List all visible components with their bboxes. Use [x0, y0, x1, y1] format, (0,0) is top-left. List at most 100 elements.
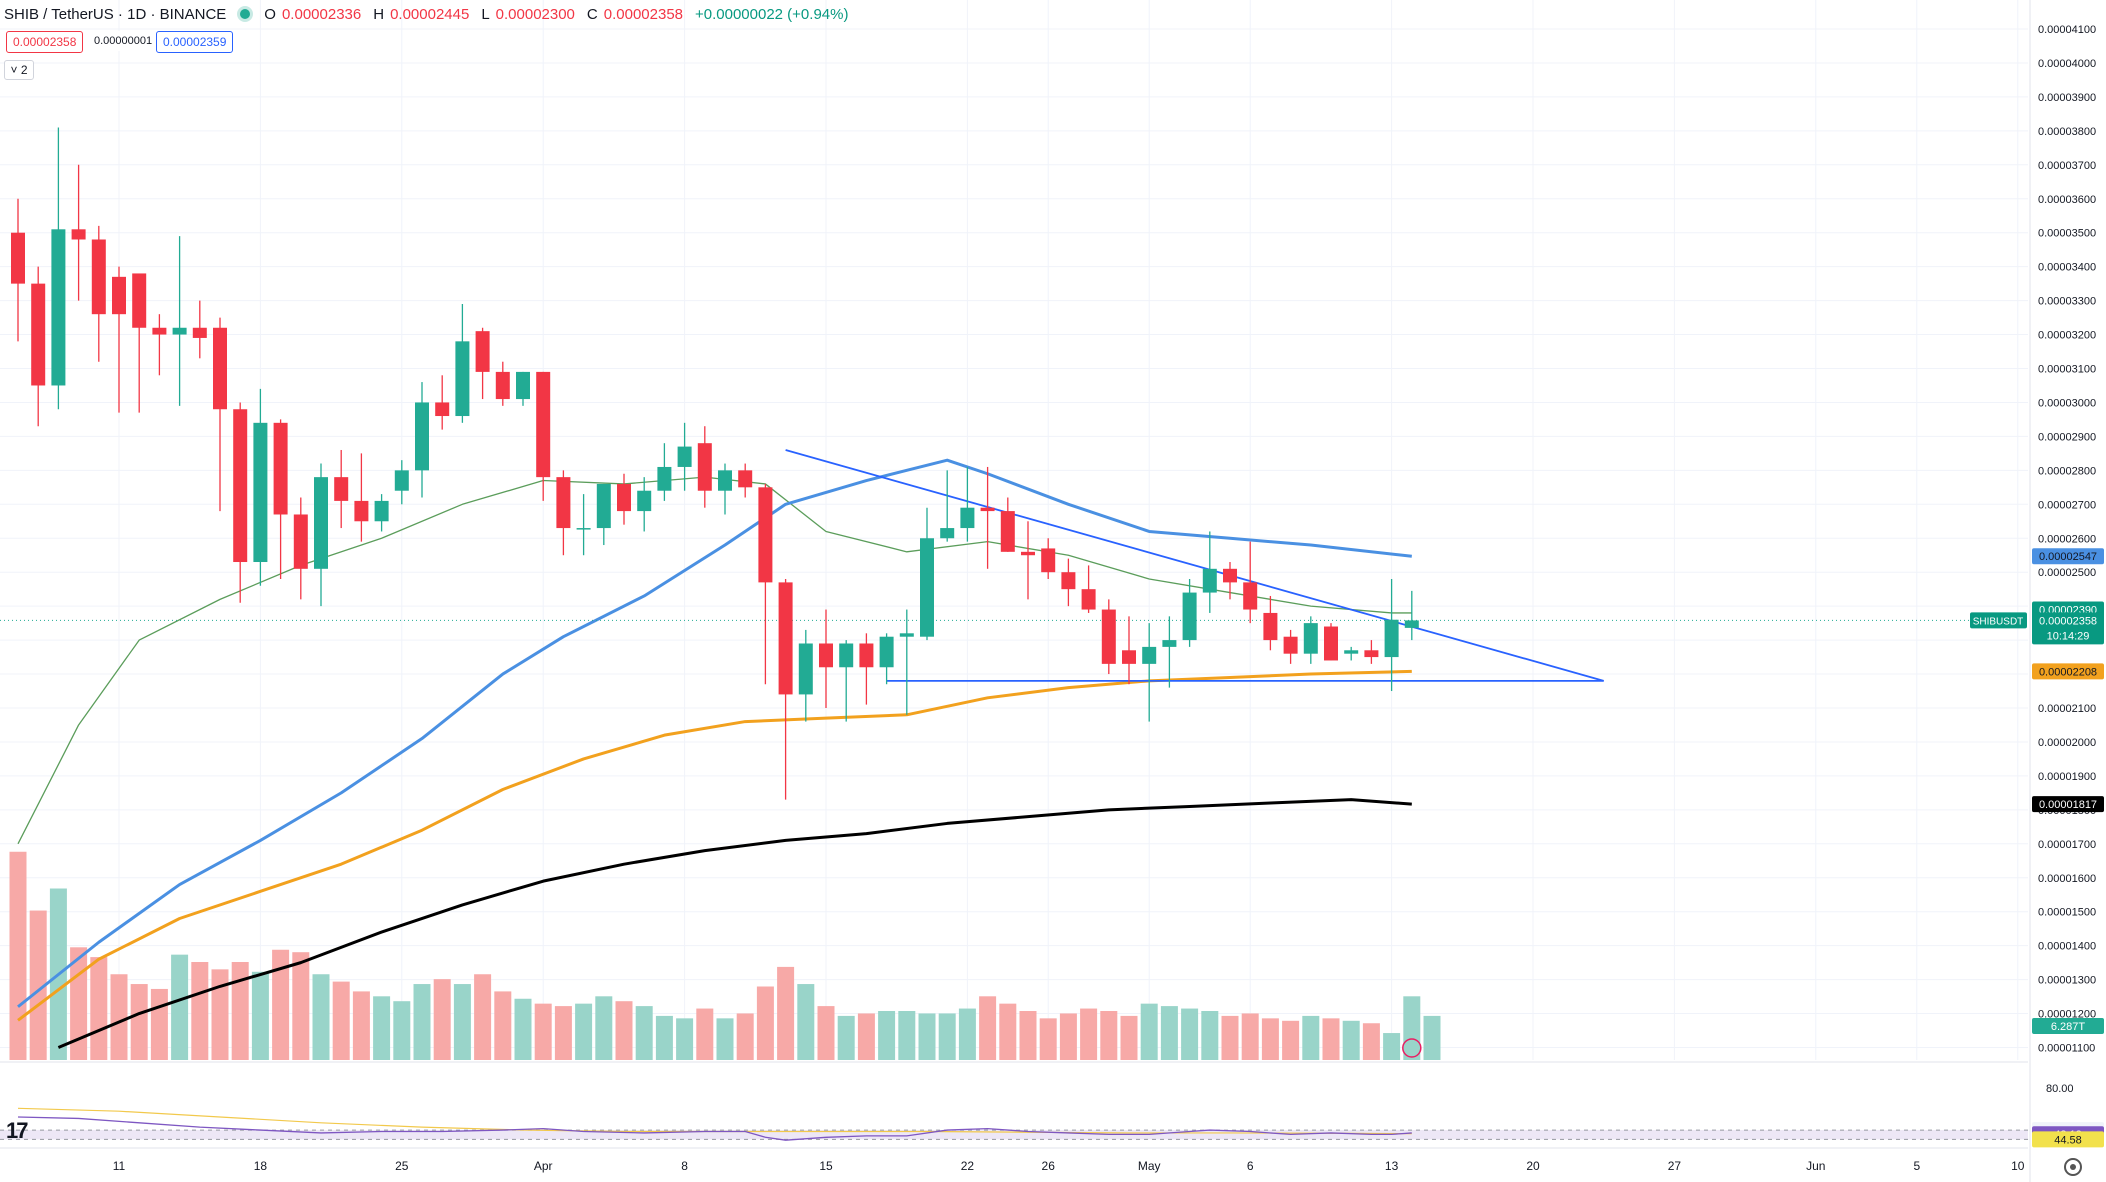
- volume-bar: [1383, 1033, 1401, 1060]
- candle-body: [394, 470, 409, 491]
- volume-bar: [474, 974, 492, 1060]
- countdown-tag: 10:14:29: [2047, 630, 2090, 642]
- price-tag: 0.00002208: [2039, 666, 2097, 678]
- time-tick-label: 26: [1042, 1159, 1056, 1173]
- candle-body: [1364, 650, 1379, 658]
- price-tag-bg: [2032, 796, 2104, 813]
- time-tick-label: 15: [819, 1159, 833, 1173]
- volume-bar: [575, 1003, 593, 1060]
- candle-body: [536, 371, 551, 478]
- symbol-title[interactable]: SHIB / TetherUS · 1D · BINANCE: [4, 5, 227, 23]
- candle-body: [576, 528, 591, 530]
- volume-bar: [1342, 1020, 1360, 1060]
- candle-body: [980, 507, 995, 512]
- candle-body: [314, 477, 328, 569]
- time-tick-label: Jun: [1806, 1159, 1825, 1173]
- candle-body: [475, 331, 490, 372]
- tradingview-logo-icon[interactable]: 17: [6, 1118, 29, 1143]
- grid-lines: [0, 0, 2028, 1063]
- price-axis[interactable]: 0.00004100 0.00004000 0.00003900 0.00003800…: [2029, 0, 2096, 1182]
- time-tick-label: 10: [2011, 1159, 2025, 1173]
- candle-body: [1061, 572, 1076, 590]
- candle-body: [940, 528, 955, 539]
- volume-bar: [837, 1015, 855, 1060]
- price-tick-label: 0.00003800: [2038, 126, 2096, 138]
- candle-body: [1303, 623, 1318, 654]
- candle-body: [1142, 646, 1157, 664]
- time-tick-label: 8: [681, 1159, 688, 1173]
- price-tick-label: 0.00001600: [2038, 873, 2096, 885]
- candle-body: [778, 582, 793, 695]
- volume-bar: [1221, 1015, 1239, 1060]
- candle-body: [152, 327, 167, 335]
- candle-body: [1162, 640, 1177, 647]
- volume-bar: [918, 1013, 936, 1060]
- candle-body: [1202, 568, 1217, 593]
- candle-body: [273, 422, 288, 515]
- candle-body: [697, 443, 712, 491]
- low-label: L: [481, 5, 490, 23]
- candle-body: [132, 273, 147, 328]
- candle-body: [1122, 650, 1136, 664]
- price-labels: 0.000025470.000023900.0000235810:14:29SH…: [1402, 548, 2104, 1148]
- volume-bar: [514, 998, 532, 1060]
- volume-bar: [676, 1018, 694, 1060]
- candle-body: [798, 643, 813, 695]
- open-label: O: [264, 5, 276, 23]
- price-tick-label: 0.00001300: [2038, 975, 2096, 987]
- volume-bar: [312, 974, 330, 1060]
- volume-bar: [1282, 1020, 1300, 1060]
- candle-body: [354, 500, 369, 522]
- time-axis[interactable]: 11 18 25 Apr 8 15 22 26 May 6 13 20 27 Jun 5 10: [113, 1159, 2025, 1173]
- volume-bar: [1181, 1008, 1199, 1060]
- volume-bar: [251, 971, 269, 1060]
- volume-bar: [1362, 1023, 1380, 1060]
- candle-body: [1021, 551, 1035, 556]
- candle-body: [879, 636, 894, 668]
- close-value: 0.00002358: [603, 5, 683, 23]
- volume-bar: [817, 1006, 835, 1060]
- candle-body: [31, 283, 46, 386]
- volume-bar: [433, 979, 451, 1060]
- close-label: C: [586, 5, 598, 23]
- triangle-trendlines[interactable]: [0, 449, 2028, 682]
- indicators-toggle-button[interactable]: ˅ 2: [4, 60, 34, 80]
- price-tag: 0.00002547: [2039, 551, 2097, 563]
- moving-average-lines: [17, 458, 1412, 1049]
- rsi-lower-tag: 44.58: [2054, 1134, 2082, 1146]
- moving-average-line: [17, 458, 1412, 1008]
- candle-body: [617, 483, 631, 512]
- candle-body: [213, 327, 227, 410]
- candle-body: [1404, 620, 1419, 628]
- volume-bar: [938, 1013, 956, 1060]
- moving-average-line: [17, 476, 1412, 845]
- candle-body: [91, 239, 106, 315]
- price-tick-label: 0.00003300: [2038, 296, 2096, 308]
- sell-button[interactable]: 0.00002358: [6, 31, 84, 53]
- candle-body: [960, 507, 975, 529]
- last-price-tag: 0.00002358: [2039, 615, 2097, 627]
- volume-bar: [716, 1018, 734, 1060]
- open-value: 0.00002336: [281, 5, 362, 23]
- candle-body: [1182, 592, 1197, 641]
- price-tag-bg: [2032, 548, 2104, 565]
- candle-body: [657, 466, 672, 491]
- buy-button[interactable]: 0.00002359: [156, 31, 234, 53]
- candlesticks: [11, 127, 1419, 800]
- volume-bar: [110, 974, 128, 1060]
- candle-body: [839, 643, 854, 668]
- volume-bar: [1423, 1015, 1441, 1060]
- volume-bar: [898, 1011, 916, 1060]
- settings-icon[interactable]: [2064, 1158, 2082, 1176]
- volume-bar: [272, 949, 290, 1060]
- moving-average-line: [57, 798, 1412, 1049]
- volume-tag-bg: [2032, 1018, 2104, 1034]
- price-tick-label: 0.00003100: [2038, 364, 2096, 376]
- market-open-icon: [240, 9, 251, 19]
- time-tick-label: 5: [1913, 1159, 1920, 1173]
- price-tick-label: 0.00003500: [2038, 228, 2096, 240]
- time-tick-label: 18: [254, 1159, 268, 1173]
- price-tick-label: 0.00004100: [2038, 24, 2096, 36]
- high-label: H: [373, 5, 385, 23]
